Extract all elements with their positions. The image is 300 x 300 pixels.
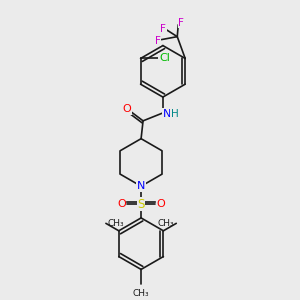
Text: CH₃: CH₃: [133, 289, 149, 298]
Text: O: O: [117, 199, 126, 209]
Text: H: H: [171, 109, 178, 119]
Text: Cl: Cl: [159, 53, 170, 63]
Text: N: N: [137, 181, 145, 191]
Text: CH₃: CH₃: [158, 219, 174, 228]
Text: N: N: [163, 109, 171, 119]
Text: F: F: [154, 36, 160, 46]
Text: O: O: [157, 199, 165, 209]
Text: CH₃: CH₃: [108, 219, 124, 228]
Text: O: O: [123, 104, 132, 114]
Text: F: F: [178, 18, 184, 28]
Text: F: F: [160, 24, 166, 34]
Text: S: S: [137, 197, 145, 211]
